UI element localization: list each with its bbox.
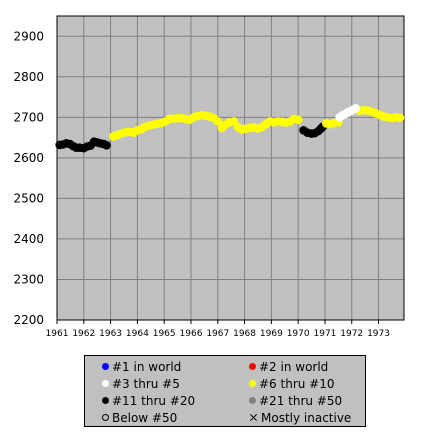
legend-item: #1 in world [102, 358, 181, 375]
dot-marker-icon [102, 363, 109, 370]
y-tick-label: 2600 [13, 151, 44, 165]
dot-marker-icon [249, 380, 256, 387]
legend-label: Mostly inactive [261, 410, 352, 425]
ring-marker-icon [102, 414, 109, 421]
dot-marker-icon [249, 397, 256, 404]
legend-item: #2 in world [249, 358, 328, 375]
x-tick-label: 1971 [314, 329, 337, 339]
y-tick-label: 2700 [13, 110, 44, 124]
legend-item: #3 thru #5 [102, 375, 180, 392]
legend-label: #3 thru #5 [112, 376, 180, 391]
dot-marker-icon [249, 363, 256, 370]
legend-label: #6 thru #10 [259, 376, 335, 391]
y-tick-label: 2300 [13, 272, 44, 286]
x-tick-label: 1966 [180, 329, 203, 339]
data-point [395, 113, 405, 123]
y-tick-label: 2800 [13, 70, 44, 84]
x-tick-label: 1964 [126, 329, 149, 339]
y-tick-label: 2200 [13, 313, 44, 327]
x-tick-label: 1972 [340, 329, 363, 339]
legend-item: #21 thru #50 [249, 392, 342, 409]
legend-item: Mostly inactive [249, 409, 351, 426]
dot-marker-icon [102, 380, 109, 387]
x-tick-label: 1968 [233, 329, 256, 339]
legend-label: #2 in world [259, 359, 329, 374]
legend-item: Below #50 [102, 409, 177, 426]
plot-border [56, 15, 405, 321]
x-tick-label: 1967 [206, 329, 229, 339]
y-tick-label: 2400 [13, 232, 44, 246]
x-tick-label: 1973 [367, 329, 390, 339]
legend-item: #6 thru #10 [249, 375, 335, 392]
x-tick-label: 1969 [260, 329, 283, 339]
x-tick-label: 1962 [72, 329, 95, 339]
y-tick-label: 2500 [13, 191, 44, 205]
x-tick-label: 1970 [287, 329, 310, 339]
legend-label: #1 in world [112, 359, 182, 374]
data-point [293, 115, 303, 125]
x-tick-label: 1961 [46, 329, 69, 339]
legend-label: #11 thru #20 [112, 393, 196, 408]
legend-label: #21 thru #50 [259, 393, 343, 408]
dot-marker-icon [102, 397, 109, 404]
legend: #1 in world #2 in world #3 thru #5 #6 thru … [84, 355, 366, 427]
data-point [102, 141, 111, 150]
data-point [213, 117, 223, 126]
y-tick-label: 2900 [13, 29, 44, 43]
x-tick-label: 1963 [99, 329, 122, 339]
chart-area: 1961 1962 1963 1964 1965 1966 1967 1968 1969 1970… [13, 15, 405, 339]
legend-label: Below #50 [112, 410, 178, 425]
cross-marker-icon [249, 413, 258, 422]
rating-chart: 1961 1962 1963 1964 1965 1966 1967 1968 1969 1970… [13, 15, 405, 339]
plot-background [57, 16, 404, 320]
x-tick-label: 1965 [153, 329, 176, 339]
legend-item: #11 thru #20 [102, 392, 195, 409]
data-point [351, 104, 361, 113]
